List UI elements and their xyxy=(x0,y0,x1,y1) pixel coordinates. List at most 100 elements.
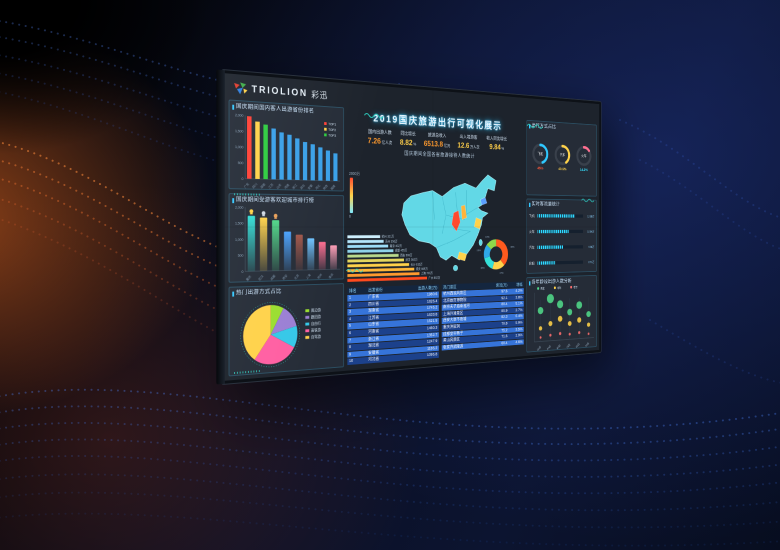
svg-text:重庆: 重庆 xyxy=(245,274,252,282)
svg-text:1,500: 1,500 xyxy=(235,222,243,226)
brand-logo: TRIOLION 彩迅 xyxy=(234,81,328,101)
table-scenic: 热门景区 客流(万) 增幅 杭州西湖风景区 97.6 4.2% 北京故宫博物院 92.1 3.8… xyxy=(441,281,524,360)
chart-flow-bars: 飞机 1268万 火车 1054万 汽车 926万 轮船 671万 xyxy=(529,208,595,272)
svg-text:飞机: 飞机 xyxy=(529,213,534,218)
svg-text:河北: 河北 xyxy=(314,182,321,190)
svg-text:上海: 上海 xyxy=(304,272,311,280)
kpi-stat: 国内出游人数 7.26亿人次 xyxy=(367,129,393,146)
svg-text:汽车: 汽车 xyxy=(529,244,534,249)
legend-min-label: 0 xyxy=(348,213,351,219)
dashboard-subtitle: 国庆期间全国各省旅游接待人数统计 xyxy=(404,151,475,160)
svg-text:上海 723万: 上海 723万 xyxy=(421,271,433,276)
svg-text:武汉 562万: 武汉 562万 xyxy=(405,257,417,262)
table-province: 排名 出发省份 出游人数(万) 1 广东省 1980.6 2 四川省 1826.4 3 湖南省 174… xyxy=(347,284,439,367)
svg-text:老年: 老年 xyxy=(573,285,578,289)
svg-text:70后: 70后 xyxy=(565,342,571,349)
svg-text:2,000: 2,000 xyxy=(235,113,243,118)
svg-text:TOP3: TOP3 xyxy=(328,134,336,138)
data-tables: 排名 出发省份 出游人数(万) 1 广东省 1980.6 2 四川省 1826.4 3 湖南省 174… xyxy=(347,281,524,367)
svg-text:浙江: 浙江 xyxy=(291,182,298,190)
china-map xyxy=(387,167,518,282)
svg-text:16%: 16% xyxy=(481,266,485,270)
chart-transport-gauges: 飞机 45% 汽车 40.9% 火车 14.2% xyxy=(529,129,594,194)
chart-travel-mode-pie: 周边游 跟团游 自由行 高铁游 自驾游 xyxy=(232,293,341,373)
chart-age-bubbles: 青年 中年 老年 00后 90后 80后 70后 60后 50后 xyxy=(529,284,594,352)
svg-text:90后: 90后 xyxy=(546,343,552,350)
triolion-logo-icon xyxy=(234,81,248,95)
wave-decoration-icon xyxy=(581,198,594,203)
svg-text:0: 0 xyxy=(242,177,244,181)
wall-side-edge xyxy=(216,69,225,385)
kpi-stat: 同比增长 8.82% xyxy=(399,131,417,148)
video-wall-screen: TRIOLION 彩迅 国庆期间国内客人出游省份排名 0 500 1,000 1,50… xyxy=(216,69,602,385)
svg-text:671万: 671万 xyxy=(588,261,594,264)
svg-text:1,500: 1,500 xyxy=(235,129,243,134)
svg-text:北京: 北京 xyxy=(293,273,300,281)
svg-text:60后: 60后 xyxy=(575,341,581,348)
chart-city-funnel: 杭州 321万 苏州 356万 南京 402万 成都 455万 西安 508万 武汉 56… xyxy=(347,234,446,283)
svg-text:西安 508万: 西安 508万 xyxy=(400,252,412,257)
svg-text:苏州 356万: 苏州 356万 xyxy=(385,239,397,244)
brand-name-cn: 彩迅 xyxy=(311,89,329,101)
left-column: 国庆期间国内客人出游省份排名 0 500 1,000 1,500 2,000 广东 四川 湖南… xyxy=(228,99,345,377)
svg-text:山东: 山东 xyxy=(275,182,282,190)
wave-decoration-icon xyxy=(526,123,543,129)
panel-travel-mode: 热门出游方式占比 周边游 跟团游 自由行 高铁游 自驾游 xyxy=(228,283,345,377)
panel-province-ranking: 国庆期间国内客人出游省份排名 0 500 1,000 1,500 2,000 广东 四川 湖南… xyxy=(228,99,345,192)
dashboard-header: TRIOLION 彩迅 xyxy=(225,73,599,125)
svg-text:湖北: 湖北 xyxy=(299,182,307,190)
svg-text:38%: 38% xyxy=(510,245,514,249)
svg-text:1,000: 1,000 xyxy=(235,145,243,149)
svg-text:南京: 南京 xyxy=(327,272,334,280)
svg-text:杭州 321万: 杭州 321万 xyxy=(382,234,394,239)
svg-text:轮船: 轮船 xyxy=(529,260,534,265)
svg-text:武汉: 武汉 xyxy=(257,273,265,282)
svg-text:四川: 四川 xyxy=(251,182,258,189)
svg-text:河南: 河南 xyxy=(283,182,290,190)
trophy-icon xyxy=(261,211,266,217)
svg-text:湖南: 湖南 xyxy=(259,182,266,190)
svg-text:中年: 中年 xyxy=(557,285,562,289)
trophy-icon xyxy=(249,209,254,215)
svg-text:青年: 青年 xyxy=(540,286,545,290)
map-heat-legend: 2000万 0 xyxy=(349,171,370,219)
svg-text:自驾游: 自驾游 xyxy=(311,334,321,340)
svg-text:50后: 50后 xyxy=(584,341,590,348)
svg-text:0: 0 xyxy=(242,270,244,274)
data-table: 排名 出发省份 出游人数(万) 1 广东省 1980.6 2 四川省 1826.4 3 湖南省 174… xyxy=(347,284,439,366)
chart-city-rank-bar: 0 500 1,000 1,500 2,000 重庆 武汉 成都 西安 北京 上海 杭州 南京 xyxy=(232,204,341,282)
china-outline xyxy=(402,172,496,261)
svg-text:15%: 15% xyxy=(477,249,481,253)
svg-text:西安: 西安 xyxy=(281,273,288,281)
kpi-stat: 收入同比增长 9.84% xyxy=(486,136,507,152)
svg-text:陕西: 陕西 xyxy=(322,183,329,191)
svg-text:926万: 926万 xyxy=(588,245,594,248)
svg-text:广东: 广东 xyxy=(242,181,249,189)
svg-text:TOP1: TOP1 xyxy=(328,122,336,126)
svg-text:跟团游: 跟团游 xyxy=(311,314,321,319)
svg-text:成都: 成都 xyxy=(269,273,276,281)
right-column: 出行方式占比 飞机 45% 汽车 40.9% 火车 14.2% 实时客流量统计 飞机 126… xyxy=(526,119,597,353)
data-table: 热门景区 客流(万) 增幅 杭州西湖风景区 97.6 4.2% 北京故宫博物院 92.1 3.8… xyxy=(441,281,524,351)
wave-decoration-icon xyxy=(346,268,364,274)
svg-text:福建: 福建 xyxy=(329,183,336,191)
kpi-stats-row: 国内出游人数 7.26亿人次 同比增长 8.82% 旅游总收入 6513.8亿元 出入境游客… xyxy=(368,128,507,151)
svg-text:周边游: 周边游 xyxy=(311,308,321,313)
panel-age-analysis: 各年龄段出游人数分析 青年 中年 老年 00后 90后 80后 70后 60后 50后 xyxy=(526,274,597,353)
legend-gradient-bar xyxy=(349,177,354,214)
svg-text:17%: 17% xyxy=(499,271,503,275)
svg-text:1,000: 1,000 xyxy=(235,238,243,242)
svg-text:江苏: 江苏 xyxy=(267,182,274,190)
chart-region-donut: 38% 17% 16% 15% 14% xyxy=(476,232,520,277)
legend-max-label: 2000万 xyxy=(348,171,360,177)
svg-text:成都 455万: 成都 455万 xyxy=(395,248,407,253)
kpi-stat: 出入境游客 12.6万人次 xyxy=(457,134,480,150)
svg-text:重庆 669万: 重庆 669万 xyxy=(416,266,428,271)
svg-text:TOP2: TOP2 xyxy=(328,128,336,132)
svg-text:2,000: 2,000 xyxy=(235,205,243,209)
chart-province-bar: 0 500 1,000 1,500 2,000 广东 四川 湖南 江苏 山东 河南 浙江 湖北 安徽 河北陕… xyxy=(232,111,341,191)
svg-text:500: 500 xyxy=(238,254,244,258)
svg-text:40.9%: 40.9% xyxy=(558,167,566,172)
